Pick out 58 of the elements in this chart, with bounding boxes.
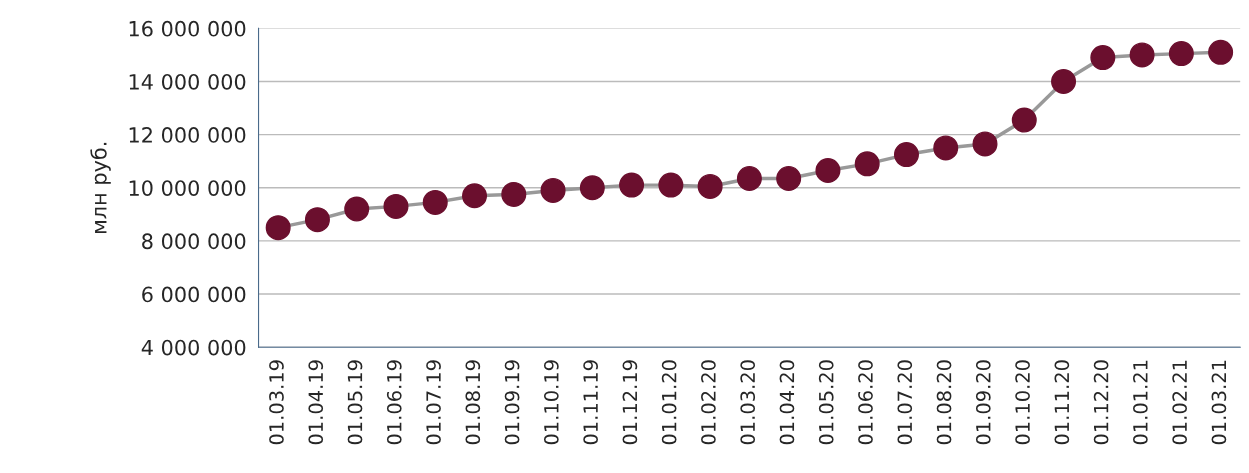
point: [933, 135, 959, 161]
point: [462, 183, 488, 209]
y-tick-label: 10 000 000: [129, 180, 246, 196]
y-tick-label: 16 000 000: [129, 20, 246, 37]
x-tick-label: 01.08.19: [465, 360, 481, 445]
y-axis-title: млн руб.: [90, 142, 111, 234]
x-tick-label: 01.11.20: [1054, 360, 1070, 445]
point: [422, 189, 448, 215]
point: [815, 158, 841, 184]
x-tick-label: 01.12.19: [622, 360, 638, 445]
point: [619, 172, 645, 198]
point: [501, 181, 527, 207]
x-tick-label: 01.05.19: [347, 360, 363, 445]
y-tick-label: 6 000 000: [142, 286, 246, 303]
x-tick-label: 01.06.20: [858, 360, 873, 445]
x-tick-label: 01.01.20: [661, 360, 677, 445]
point: [1090, 45, 1116, 71]
point: [265, 215, 291, 241]
point: [383, 193, 409, 219]
point: [579, 175, 605, 201]
x-tick-label: 01.06.19: [386, 360, 402, 445]
x-tick-label: 01.10.20: [1015, 360, 1030, 445]
y-tick-label: 4 000 000: [141, 339, 246, 356]
point: [736, 165, 762, 191]
x-tick-label: 01.09.19: [504, 360, 520, 445]
x-tick-label: 01.03.21: [1211, 360, 1227, 445]
point: [304, 207, 330, 233]
x-tick-label: 01.12.20: [1093, 360, 1109, 445]
x-tick-label: 01.11.19: [583, 360, 598, 445]
point: [893, 142, 919, 168]
point: [1051, 69, 1077, 95]
point: [776, 165, 802, 191]
x-tick-label: 01.04.19: [308, 360, 324, 445]
point: [1129, 42, 1155, 68]
x-tick-label: 01.10.19: [543, 360, 559, 445]
x-tick-label: 01.09.20: [975, 360, 991, 445]
x-tick-label: 01.02.20: [701, 360, 716, 445]
x-tick-label: 01.02.21: [1172, 360, 1187, 445]
x-tick-label: 01.04.20: [779, 360, 795, 445]
point: [854, 151, 880, 177]
point: [1168, 41, 1194, 67]
point: [697, 173, 723, 199]
point: [540, 177, 566, 203]
x-tick-label: 01.03.20: [740, 360, 756, 445]
x-tick-label: 01.07.19: [426, 360, 441, 445]
point: [658, 172, 684, 198]
y-tick-label: 8 000 000: [142, 233, 246, 250]
x-tick-label: 01.05.20: [818, 360, 834, 445]
y-tick-label: 12 000 000: [129, 127, 246, 143]
x-tick-label: 01.01.21: [1133, 360, 1148, 445]
point: [1011, 107, 1037, 133]
x-tick-label: 01.03.19: [269, 360, 284, 445]
y-tick-label: 14 000 000: [129, 73, 246, 90]
x-tick-label: 01.08.20: [936, 360, 952, 445]
point: [972, 131, 998, 157]
x-tick-label: 01.07.20: [897, 360, 913, 445]
point: [1208, 39, 1234, 65]
point: [344, 196, 370, 222]
